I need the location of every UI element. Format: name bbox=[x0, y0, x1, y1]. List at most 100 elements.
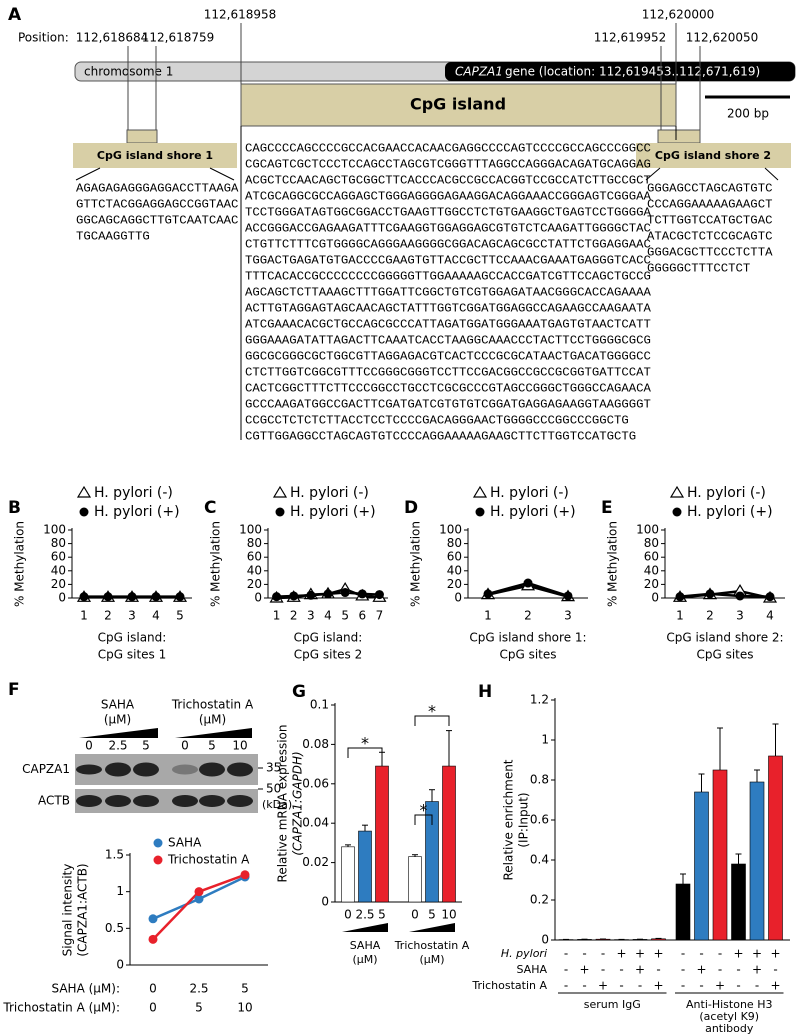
y-axis-label: Signal intensity bbox=[61, 864, 75, 957]
sequence-line: TTTCACACCGCCCCCCCCGGGGGTTGGAAAAAGCCACCGA… bbox=[245, 269, 651, 283]
dose-wedge bbox=[342, 923, 388, 932]
panel-label: C bbox=[204, 498, 216, 518]
condition-sign: - bbox=[564, 947, 568, 961]
sequence-line: TCCTGGGATAGTGGCGGACCTGAAGTTGGCCTCTGTGAAG… bbox=[245, 205, 651, 219]
sequence-line: GCCCAAGATGGCCGACTTCGATGATCGTGTGTCGGATGAG… bbox=[245, 397, 651, 411]
sequence-line: TGGACTGAGATGTGACCCCGAAGTGTTACCGCTTCCAAAC… bbox=[245, 253, 651, 267]
dose-label: 10 bbox=[232, 739, 247, 753]
condition-label: Trichostatin A bbox=[471, 979, 547, 992]
size-marker: 50 bbox=[266, 782, 281, 796]
sequence-line: GTTCTACGGAGGAGCCGGTAAC bbox=[76, 197, 238, 211]
sequence-line: TGCAAGGTTG bbox=[76, 229, 150, 243]
dose-label: 0 bbox=[181, 739, 189, 753]
condition-sign: + bbox=[653, 947, 663, 961]
dose-label: 5 bbox=[208, 739, 216, 753]
panel-label: E bbox=[601, 498, 613, 518]
significance-label: * bbox=[361, 734, 369, 753]
treatment-name: Trichostatin A bbox=[171, 698, 254, 712]
sequence-line: CGCAGTCGCTCCCTCCAGCCTAGCGTCGGGTTTAGGCCAG… bbox=[245, 157, 651, 171]
cpg-island-label: CpG island bbox=[410, 95, 506, 114]
gene-bar bbox=[445, 62, 795, 81]
condition-sign: + bbox=[635, 963, 645, 977]
y-axis-label: Relative mRNA expression bbox=[276, 725, 290, 883]
y-tick-label: 60 bbox=[447, 550, 462, 564]
condition-sign: - bbox=[699, 979, 703, 993]
connector bbox=[209, 167, 235, 181]
x-row-value: 0 bbox=[149, 982, 157, 996]
condition-sign: - bbox=[681, 947, 685, 961]
condition-sign: - bbox=[736, 979, 740, 993]
condition-sign: - bbox=[736, 963, 740, 977]
y-tick-label: 0 bbox=[58, 591, 66, 605]
x-tick-label: 1 bbox=[273, 609, 281, 623]
panel-label: F bbox=[8, 680, 20, 700]
point bbox=[175, 592, 185, 602]
y-tick-label: 100 bbox=[636, 523, 659, 537]
legend-marker bbox=[272, 485, 288, 498]
bar bbox=[341, 846, 355, 903]
position-label: 112,618759 bbox=[142, 31, 215, 45]
x-axis-label: CpG island: bbox=[98, 631, 167, 645]
point bbox=[148, 914, 158, 924]
sequence-line: ATCGCAGGCGCCAGGAGCTGGGAGGGGAGAAGGACAGGAA… bbox=[245, 189, 651, 203]
condition-sign: + bbox=[579, 963, 589, 977]
blot-band bbox=[172, 795, 198, 807]
condition-sign: - bbox=[681, 979, 685, 993]
x-axis-label: CpG sites 1 bbox=[98, 648, 166, 662]
shore-2-label: CpG island shore 2 bbox=[655, 149, 771, 162]
y-tick-label: 0 bbox=[321, 895, 329, 909]
point bbox=[523, 578, 533, 588]
legend-marker bbox=[475, 507, 485, 517]
x-tick-label: 1 bbox=[484, 609, 492, 623]
y-axis-label: (CAPZA1:ACTB) bbox=[76, 863, 90, 956]
dose-label: 5 bbox=[142, 739, 150, 753]
shore-1-box bbox=[73, 143, 237, 168]
dose-label: 0 bbox=[85, 739, 93, 753]
group-label: Trichostatin A bbox=[394, 939, 470, 952]
point bbox=[79, 592, 89, 602]
sequence-line: CTCTTGGTCGGCGTTTCCGGGCGGGTCCTTCCGACGGCCG… bbox=[245, 365, 651, 379]
legend-label: H. pylori (-) bbox=[290, 485, 369, 501]
x-tick-label: 3 bbox=[307, 609, 315, 623]
x-axis-label: CpG island: bbox=[294, 631, 363, 645]
y-tick-label: 0.8 bbox=[530, 773, 549, 787]
y-tick-label: 0 bbox=[541, 933, 549, 947]
x-tick-label: 4 bbox=[152, 609, 160, 623]
x-row-value: 5 bbox=[241, 982, 249, 996]
x-tick-label: 2 bbox=[706, 609, 714, 623]
point bbox=[483, 589, 493, 599]
gene-location: gene (location: 112,619453..112,671,619) bbox=[505, 65, 760, 79]
bar bbox=[358, 830, 372, 903]
series-line bbox=[679, 592, 771, 598]
sequence-line: GGCGCGGGCGCTGGCGTTAGGAGACGTCACTCCCGCGCAT… bbox=[245, 349, 651, 363]
x-axis-label: CpG island shore 1: bbox=[469, 631, 586, 645]
position-label: 112,618958 bbox=[204, 8, 277, 22]
x-tick-label: 0 bbox=[344, 908, 352, 922]
condition-sign: + bbox=[598, 979, 608, 993]
legend-marker bbox=[472, 485, 488, 498]
y-tick-label: 80 bbox=[644, 536, 659, 550]
x-axis-label: CpG sites bbox=[499, 648, 556, 662]
y-tick-label: 1 bbox=[116, 884, 124, 898]
x-tick-label: 5 bbox=[428, 908, 436, 922]
y-tick-label: 80 bbox=[247, 536, 262, 550]
sequence-line: GGGAAAGATATTAGACTTCAAATCACCTAAGGCAAACCCT… bbox=[245, 333, 651, 347]
condition-sign: - bbox=[582, 947, 586, 961]
cpg-island-box bbox=[240, 83, 677, 127]
sequence-line: GGCAGCAGGCTTGTCAATCAAC bbox=[76, 213, 238, 227]
sequence-line: ACTTGTAGGAGTAGCAACAGCTATTTGGTCGGATGGAGGC… bbox=[245, 301, 651, 315]
group-label: Anti-Histone H3 bbox=[686, 998, 772, 1011]
y-tick-label: 0 bbox=[116, 958, 124, 972]
y-tick-label: 20 bbox=[644, 577, 659, 591]
legend-marker bbox=[275, 507, 285, 517]
y-tick-label: 100 bbox=[43, 523, 66, 537]
position-label: 112,618684 bbox=[76, 31, 149, 45]
group-label: (acetyl K9) bbox=[699, 1010, 759, 1023]
x-tick-label: 4 bbox=[324, 609, 332, 623]
shore-2-mark bbox=[657, 129, 701, 144]
condition-sign: - bbox=[619, 963, 623, 977]
point bbox=[563, 591, 573, 601]
y-tick-label: 60 bbox=[51, 550, 66, 564]
sequence-line: CCCAGGAAAAAGAAGCT bbox=[647, 197, 772, 211]
y-axis-label: (IP:Input) bbox=[517, 792, 531, 847]
